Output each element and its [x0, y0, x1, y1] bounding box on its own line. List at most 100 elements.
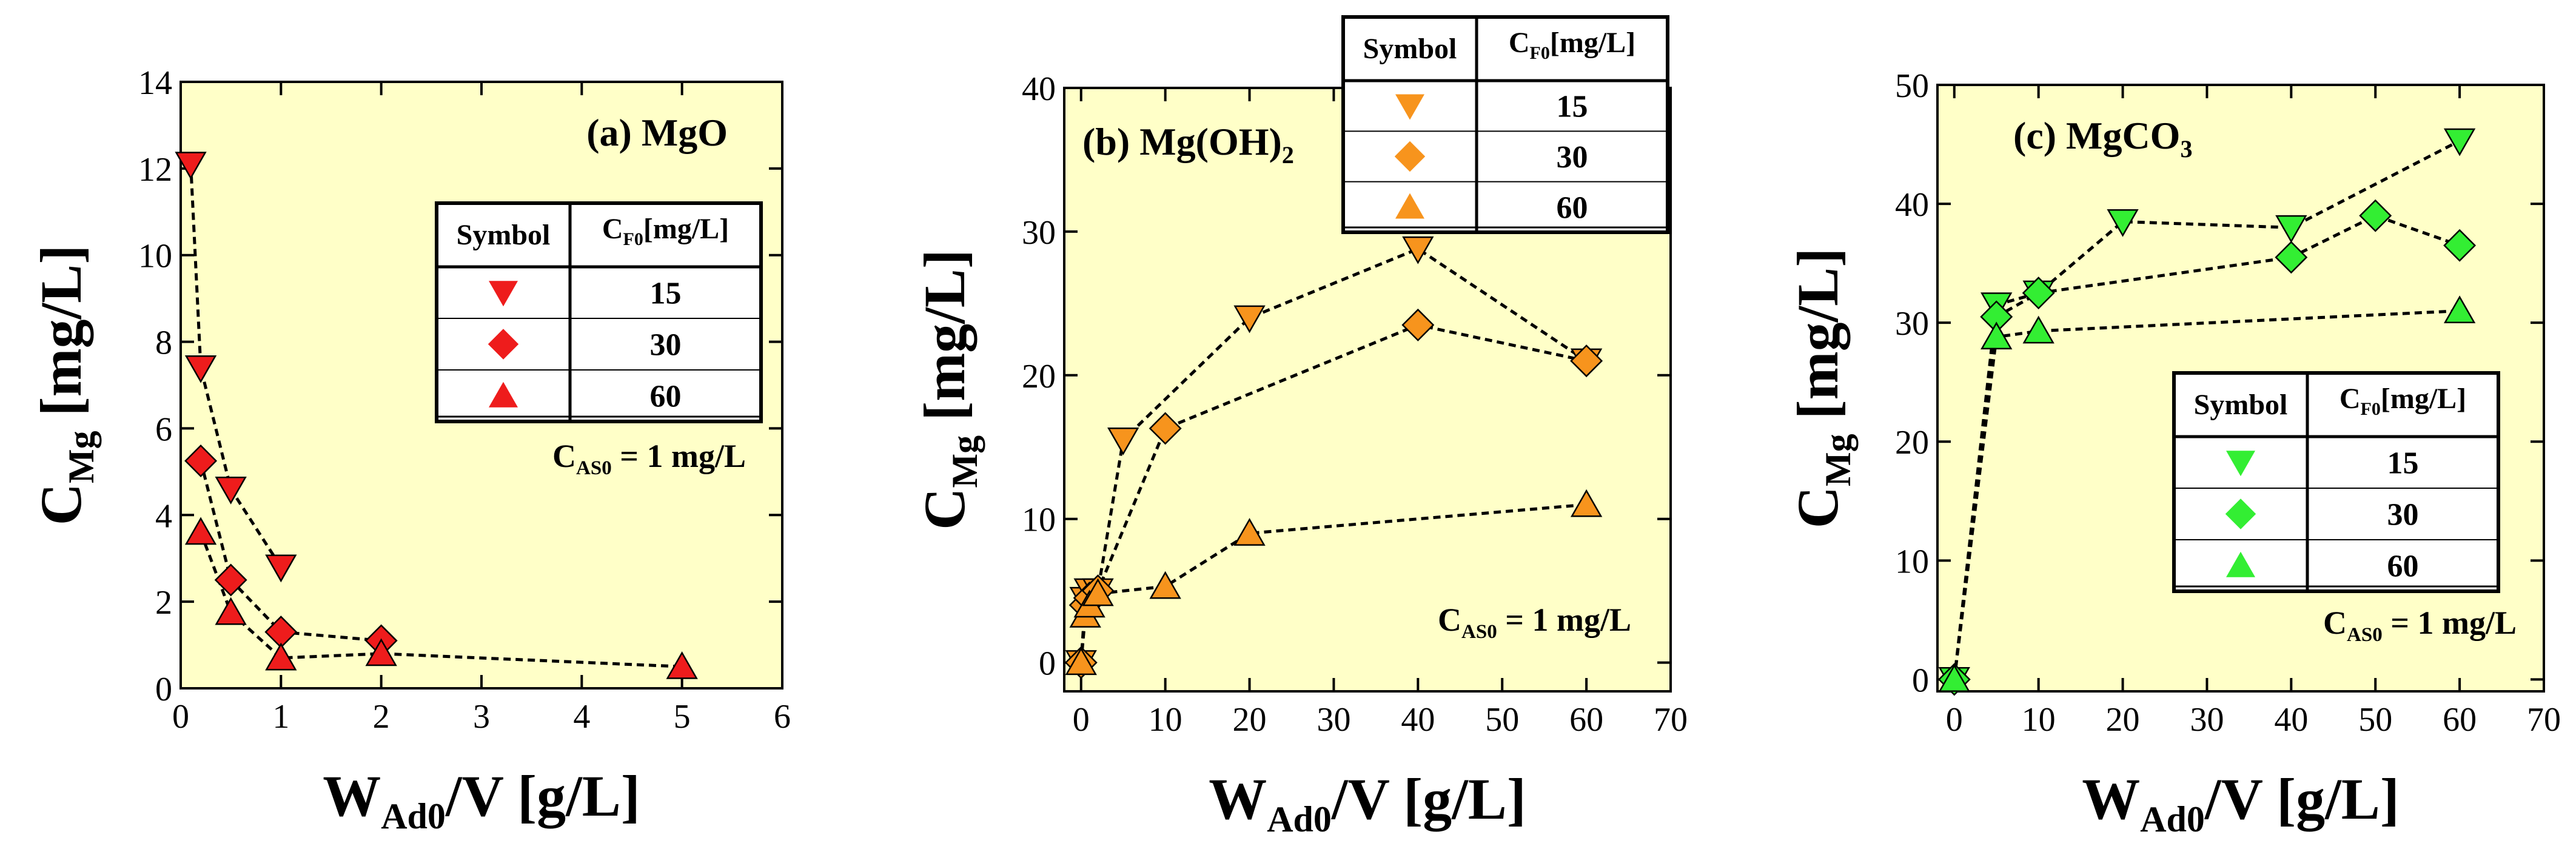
- data-point-15: [2275, 215, 2307, 243]
- y-axis-title-part: [mg/L]: [29, 245, 93, 431]
- panel-label-part: (c) MgCO: [2013, 114, 2180, 157]
- data-point-30: [2275, 241, 2308, 274]
- data-point-30: [1570, 344, 1603, 378]
- x-tick-label: 40: [1401, 701, 1435, 739]
- legend-value-part: 15: [1557, 90, 1588, 124]
- data-point-30: [214, 563, 247, 597]
- x-axis-title-part: Ad0: [2140, 799, 2205, 839]
- legend-header-symbol-part: Symbol: [457, 219, 551, 251]
- note-cas0: CAS0 = 1 mg/L: [1438, 602, 1631, 643]
- legend-header-cf0-part: [mg/L]: [643, 213, 729, 245]
- data-point-30: [2443, 229, 2477, 262]
- legend-value-part: 30: [650, 328, 682, 363]
- legend-value: 60: [650, 380, 682, 414]
- y-axis-title-part: Mg: [945, 435, 985, 488]
- legend-header-cf0-part: C: [2340, 383, 2361, 415]
- legend-marker-15: [489, 281, 518, 307]
- legend-header-cf0: CF0[mg/L]: [2340, 383, 2466, 419]
- legend-value-part: 60: [650, 380, 682, 414]
- y-tick-label: 10: [138, 238, 172, 275]
- data-point-60: [1570, 489, 1603, 517]
- legend-value-part: 60: [2387, 549, 2419, 584]
- note-cas0-part: AS0: [1461, 621, 1497, 643]
- data-point-60: [1938, 664, 1970, 692]
- y-tick-label: 10: [1895, 543, 1929, 580]
- legend-value: 30: [1557, 140, 1588, 175]
- legend-header-cf0-part: F0: [2361, 399, 2381, 419]
- x-tick-label: 2: [373, 698, 390, 736]
- y-tick-label: 8: [155, 324, 172, 362]
- note-cas0-part: C: [1438, 602, 1461, 638]
- y-tick-label: 0: [1039, 645, 1056, 683]
- legend-marker-15: [2226, 451, 2255, 477]
- legend-table-frame: [435, 201, 763, 423]
- y-axis-title-part: [mg/L]: [912, 249, 977, 435]
- data-point-60: [2022, 315, 2054, 344]
- data-point-60: [1149, 571, 1181, 599]
- legend-header-cf0: CF0[mg/L]: [602, 213, 729, 249]
- legend-header-cf0-part: F0: [1530, 43, 1550, 63]
- x-axis-title-part: /V [g/L]: [2204, 767, 2400, 831]
- panel-label-part: (b) Mg(OH): [1082, 120, 1282, 163]
- legend-value: 30: [650, 328, 682, 363]
- x-tick-label: 5: [674, 698, 691, 736]
- y-axis-title-part: Mg: [1818, 434, 1858, 486]
- x-tick-label: 6: [774, 698, 791, 736]
- x-axis-title: WAd0/V [g/L]: [1209, 767, 1526, 839]
- x-tick-label: 20: [1233, 701, 1267, 739]
- series-line-15: [189, 164, 283, 568]
- note-cas0-part: = 1 mg/L: [1497, 602, 1631, 638]
- y-tick-label: 30: [1022, 214, 1056, 252]
- series-line-60: [199, 531, 682, 668]
- legend-table-frame: [1341, 15, 1669, 234]
- x-tick-label: 40: [2274, 701, 2308, 739]
- legend-header-symbol: Symbol: [1363, 33, 1457, 65]
- data-point-60: [2443, 295, 2476, 323]
- legend-header-cf0-part: C: [602, 213, 623, 245]
- y-tick-label: 20: [1895, 424, 1929, 461]
- legend-value-part: 60: [1557, 190, 1588, 225]
- legend-marker-60: [2226, 551, 2255, 577]
- legend-value: 15: [650, 277, 682, 311]
- legend-value-part: 30: [2387, 498, 2419, 532]
- data-point-30: [2022, 277, 2055, 310]
- note-cas0-part: = 1 mg/L: [2383, 605, 2517, 641]
- x-axis-title-part: /V [g/L]: [445, 763, 640, 828]
- note-cas0-part: AS0: [576, 457, 612, 479]
- y-tick-label: 12: [138, 151, 172, 189]
- x-tick-label: 30: [1317, 701, 1350, 739]
- data-point-15: [175, 152, 207, 180]
- x-tick-label: 30: [2190, 701, 2224, 739]
- data-point-60: [184, 517, 217, 545]
- y-tick-label: 4: [155, 497, 172, 535]
- panel-label-part: (a) MgO: [586, 111, 728, 154]
- data-point-15: [1402, 236, 1434, 264]
- note-cas0: CAS0 = 1 mg/L: [2323, 605, 2517, 646]
- y-tick-label: 40: [1895, 186, 1929, 224]
- data-point-15: [1233, 305, 1266, 334]
- x-tick-label: 50: [1485, 701, 1519, 739]
- y-tick-label: 20: [1022, 358, 1056, 395]
- note-cas0-part: C: [2323, 605, 2347, 641]
- note-cas0-part: = 1 mg/L: [612, 438, 746, 474]
- x-tick-label: 70: [1654, 701, 1688, 739]
- y-axis-title-part: [mg/L]: [1785, 248, 1850, 434]
- legend-table-frame: [2172, 371, 2500, 593]
- legend-marker-15: [1395, 94, 1424, 120]
- y-axis-title-part: C: [1785, 486, 1850, 528]
- legend-header-symbol-part: Symbol: [1363, 33, 1457, 65]
- legend-header-cf0-part: [mg/L]: [2381, 383, 2466, 415]
- chart-panel-1: 0 10 20 30 40 50 60 70 0 10 20 30 40 WAd0/V [g/L] CMg …: [912, 15, 1688, 839]
- x-tick-label: 10: [2022, 701, 2056, 739]
- x-tick-label: 0: [1946, 701, 1963, 739]
- x-axis-title: WAd0/V [g/L]: [323, 763, 640, 836]
- legend-marker-30: [488, 329, 519, 360]
- x-tick-label: 4: [573, 698, 590, 736]
- x-axis-title-part: W: [323, 763, 381, 828]
- x-tick-label: 0: [1073, 701, 1090, 739]
- x-tick-label: 3: [473, 698, 490, 736]
- y-tick-label: 10: [1022, 502, 1056, 539]
- legend-table: Symbol CF0[mg/L] 15 30 60: [1341, 15, 1669, 234]
